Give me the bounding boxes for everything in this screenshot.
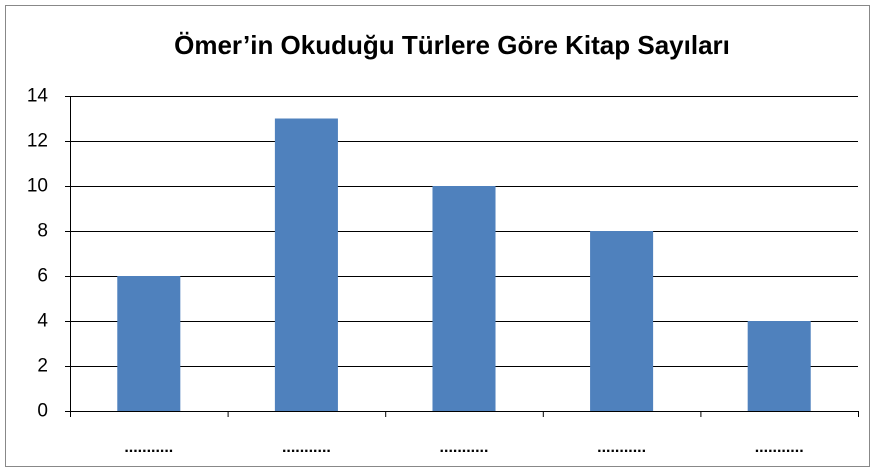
bar	[432, 186, 496, 411]
chart-title: Ömer’in Okuduğu Türlere Göre Kitap Sayıl…	[174, 30, 730, 60]
y-tick-label: 12	[27, 131, 48, 152]
bar	[747, 321, 811, 411]
bar	[590, 231, 654, 411]
x-tick-label: ...........	[597, 439, 646, 456]
y-tick-label: 2	[37, 356, 48, 377]
y-tick-label: 4	[37, 311, 48, 332]
x-tick-label: ...........	[282, 439, 331, 456]
y-tick-label: 0	[37, 401, 48, 422]
x-tick-label: ...........	[755, 439, 804, 456]
bar	[117, 276, 181, 411]
x-tick-label: ...........	[440, 439, 489, 456]
x-tick-label: ...........	[124, 439, 173, 456]
y-tick-label: 8	[37, 221, 48, 242]
y-tick-label: 10	[27, 176, 48, 197]
bar	[274, 118, 338, 411]
y-tick-label: 6	[37, 266, 48, 287]
y-tick-label: 14	[27, 86, 49, 107]
